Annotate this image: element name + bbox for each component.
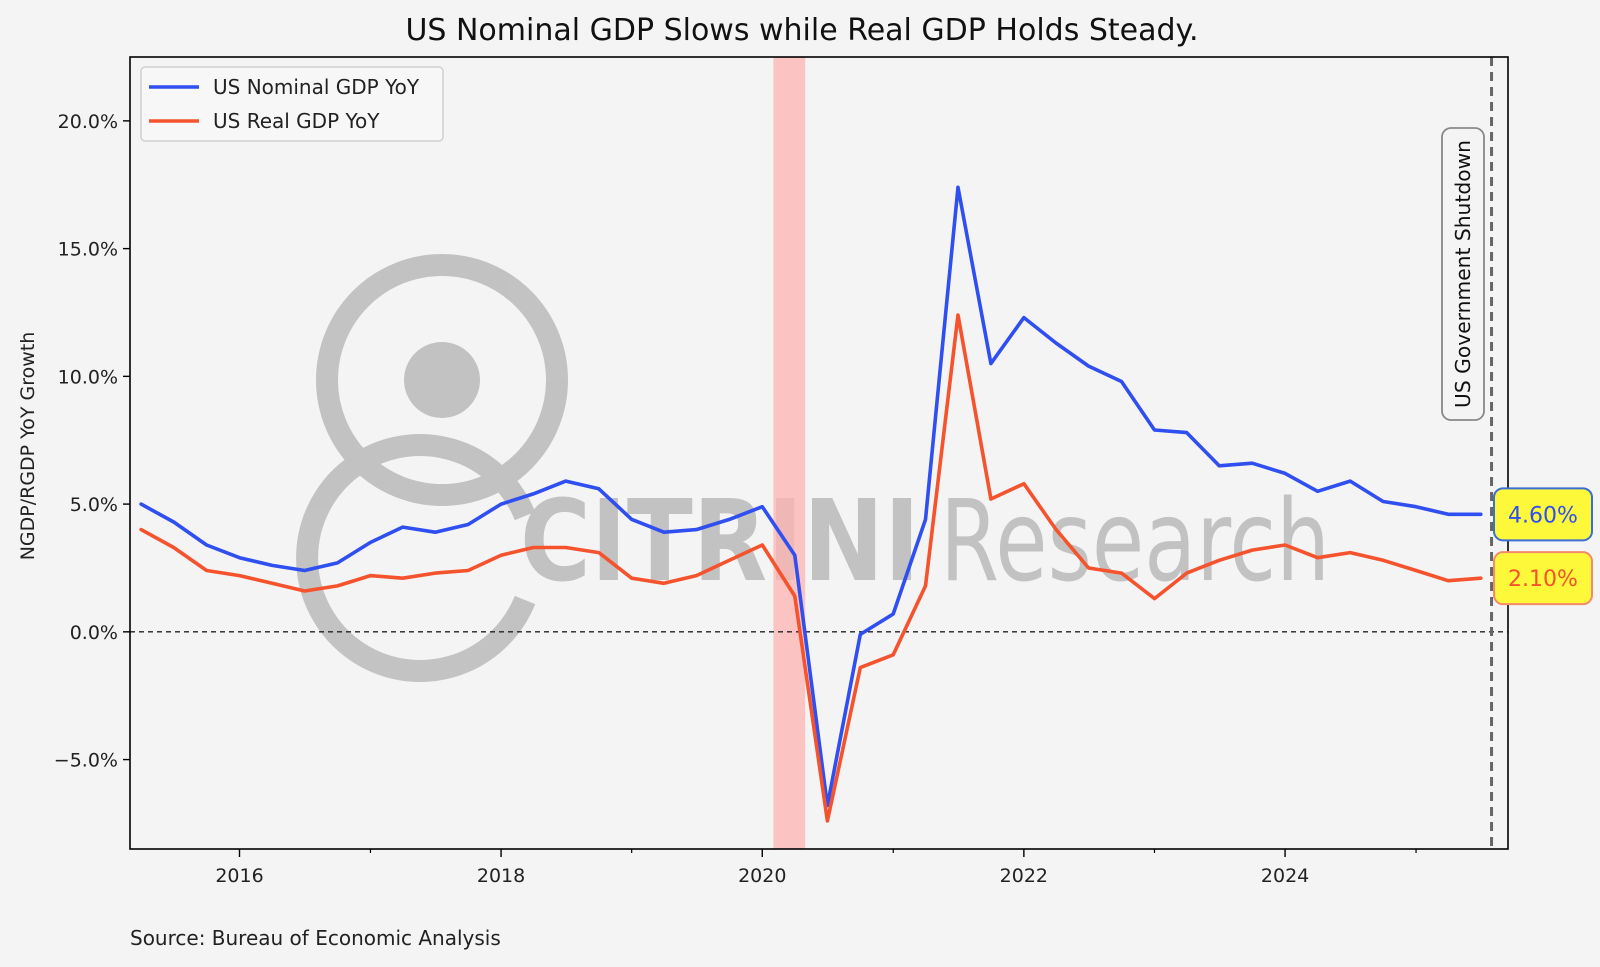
y-tick-label: 20.0% bbox=[58, 111, 118, 133]
legend-box bbox=[140, 66, 444, 142]
end-value-label: 2.10% bbox=[1508, 567, 1578, 592]
series-line-real bbox=[139, 313, 1483, 823]
watermark-head-icon bbox=[404, 342, 480, 418]
x-tick-label: 2020 bbox=[738, 865, 786, 887]
y-tick-label: 15.0% bbox=[58, 239, 118, 261]
watermark-logo: CITRINI Research bbox=[296, 254, 1330, 682]
chart-title: US Nominal GDP Slows while Real GDP Hold… bbox=[405, 13, 1198, 48]
x-tick-label: 2018 bbox=[477, 865, 525, 887]
end-value-label: 4.60% bbox=[1508, 503, 1578, 528]
legend: US Nominal GDP YoY US Real GDP YoY bbox=[140, 66, 444, 142]
source-note: Source: Bureau of Economic Analysis bbox=[130, 926, 501, 950]
legend-entry: US Real GDP YoY bbox=[213, 109, 380, 133]
plot-area: CITRINI Research −5.0% 0.0% 5.0% 10.0% 15.0% 20… bbox=[54, 56, 1593, 887]
shutdown-label: US Government Shutdown bbox=[1451, 140, 1475, 408]
shutdown-label-box bbox=[1441, 127, 1485, 421]
watermark-brand: CITRINI bbox=[520, 477, 920, 607]
y-tick-label: 0.0% bbox=[70, 622, 118, 644]
y-axis-label: NGDP/RGDP YoY Growth bbox=[17, 332, 39, 561]
y-tick-label: 10.0% bbox=[58, 366, 118, 388]
watermark-arc-icon bbox=[296, 434, 536, 682]
series-line-nominal bbox=[139, 185, 1483, 808]
end-label-box bbox=[1493, 551, 1593, 606]
y-tick-label: −5.0% bbox=[54, 750, 118, 772]
end-label-box bbox=[1493, 487, 1593, 542]
recession-band bbox=[773, 57, 806, 849]
x-tick-label: 2022 bbox=[1000, 865, 1048, 887]
legend-entry: US Nominal GDP YoY bbox=[213, 75, 420, 99]
y-tick-label: 5.0% bbox=[70, 494, 118, 516]
plot-frame bbox=[129, 56, 1509, 850]
watermark-ring-icon bbox=[316, 254, 568, 506]
x-tick-label: 2024 bbox=[1261, 865, 1309, 887]
x-tick-label: 2016 bbox=[215, 865, 263, 887]
